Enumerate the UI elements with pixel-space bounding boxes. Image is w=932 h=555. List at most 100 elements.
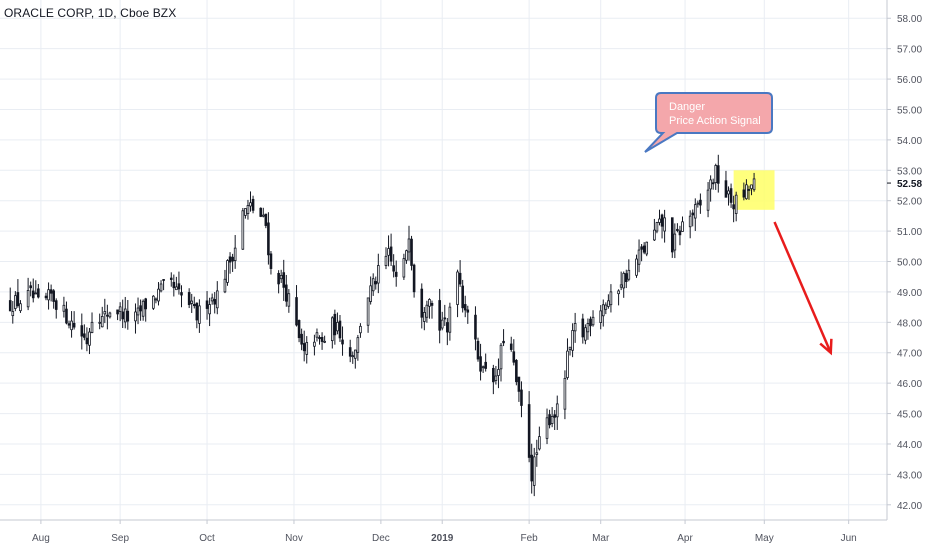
candle[interactable] [279, 269, 283, 284]
candle[interactable] [430, 300, 434, 319]
candle[interactable] [144, 297, 148, 322]
candle[interactable] [438, 288, 441, 344]
candle[interactable] [461, 279, 464, 313]
candle[interactable] [696, 200, 700, 208]
candle[interactable] [693, 198, 697, 231]
candle[interactable] [249, 191, 252, 212]
candle[interactable] [456, 269, 459, 318]
candle[interactable] [126, 300, 130, 330]
candle[interactable] [72, 311, 76, 330]
candle[interactable] [318, 335, 321, 345]
candle[interactable] [392, 254, 395, 278]
candle[interactable] [663, 209, 666, 243]
time-axis[interactable]: Aug Sep Oct Nov Dec 2019 Feb Mar Apr May Jun [32, 520, 857, 544]
candle[interactable] [159, 280, 163, 293]
candle[interactable] [394, 260, 398, 287]
candle[interactable] [121, 299, 124, 328]
candle[interactable] [52, 289, 55, 309]
candle[interactable] [26, 277, 30, 311]
candle[interactable] [261, 207, 265, 218]
candle[interactable] [333, 309, 337, 345]
candle[interactable] [65, 301, 68, 325]
candle[interactable] [425, 300, 429, 323]
candle[interactable] [177, 271, 181, 295]
candle[interactable] [241, 207, 245, 250]
candle[interactable] [246, 199, 250, 220]
candle[interactable] [420, 283, 424, 329]
candle[interactable] [527, 391, 531, 463]
candle[interactable] [589, 316, 592, 337]
candle[interactable] [44, 292, 48, 301]
candle[interactable] [8, 287, 12, 312]
candle[interactable] [141, 299, 145, 321]
candle[interactable] [423, 307, 426, 331]
candle[interactable] [19, 300, 22, 313]
candle[interactable] [497, 358, 500, 389]
candle[interactable] [377, 253, 380, 294]
candle[interactable] [732, 195, 735, 223]
candle[interactable] [481, 365, 485, 373]
candle[interactable] [476, 337, 480, 362]
candle[interactable] [402, 253, 406, 280]
candle[interactable] [673, 223, 677, 259]
candle[interactable] [341, 326, 344, 356]
candle[interactable] [446, 318, 449, 346]
candle[interactable] [123, 296, 127, 329]
candle[interactable] [37, 283, 40, 299]
candle[interactable] [198, 299, 201, 333]
candle[interactable] [348, 339, 352, 363]
candle[interactable] [136, 297, 140, 325]
candle[interactable] [484, 353, 487, 372]
candle[interactable] [747, 185, 751, 200]
candle[interactable] [336, 312, 339, 335]
candle[interactable] [106, 304, 109, 330]
candle[interactable] [517, 376, 521, 402]
candle[interactable] [573, 312, 577, 343]
candle[interactable] [284, 274, 288, 307]
candle[interactable] [223, 269, 227, 294]
candle[interactable] [134, 303, 137, 334]
candle[interactable] [729, 183, 733, 208]
candle[interactable] [581, 313, 585, 344]
candle[interactable] [752, 172, 756, 192]
candle[interactable] [371, 273, 375, 296]
candle[interactable] [175, 276, 178, 291]
candle[interactable] [466, 305, 470, 324]
candle[interactable] [545, 408, 549, 445]
candle[interactable] [297, 319, 301, 343]
candle[interactable] [512, 339, 516, 366]
candle[interactable] [553, 410, 556, 430]
candle[interactable] [244, 208, 247, 219]
candle[interactable] [622, 271, 626, 298]
candle[interactable] [190, 293, 194, 313]
candle[interactable] [407, 225, 411, 261]
candle[interactable] [463, 295, 467, 318]
candle[interactable] [98, 313, 101, 330]
candle[interactable] [750, 184, 753, 196]
candle[interactable] [103, 298, 107, 324]
candle[interactable] [535, 439, 539, 467]
candle[interactable] [302, 330, 306, 362]
candle[interactable] [116, 309, 119, 321]
candle[interactable] [374, 276, 378, 290]
candle[interactable] [320, 332, 324, 350]
candle[interactable] [724, 170, 728, 198]
candle[interactable] [29, 281, 32, 297]
candle[interactable] [609, 284, 613, 313]
candle[interactable] [315, 328, 319, 342]
candle[interactable] [210, 293, 214, 305]
candle[interactable] [366, 297, 370, 333]
candle[interactable] [88, 327, 91, 355]
candle[interactable] [624, 269, 628, 289]
candle[interactable] [305, 336, 309, 364]
candle[interactable] [213, 292, 217, 314]
candle[interactable] [568, 346, 572, 356]
candle[interactable] [658, 209, 661, 226]
candle[interactable] [157, 282, 160, 306]
candle[interactable] [635, 254, 638, 278]
candle[interactable] [655, 221, 659, 234]
candle[interactable] [269, 251, 273, 275]
candle[interactable] [152, 295, 155, 311]
candle[interactable] [745, 179, 748, 200]
